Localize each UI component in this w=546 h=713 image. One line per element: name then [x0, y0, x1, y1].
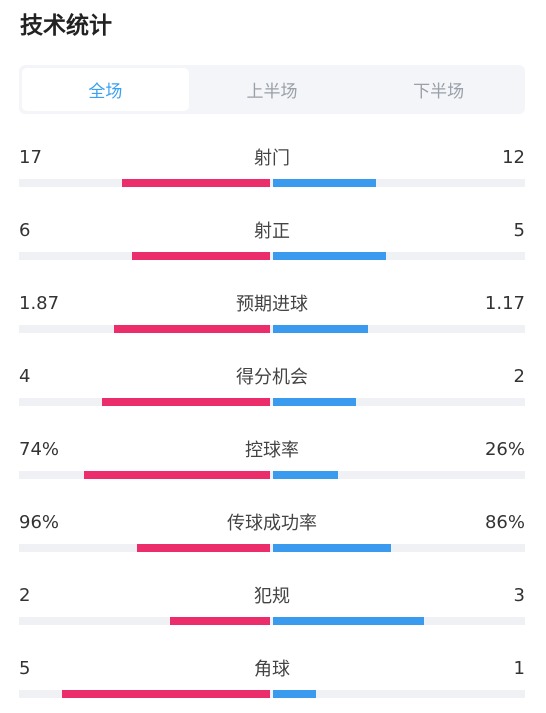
home-bar — [62, 690, 270, 698]
home-value: 17 — [19, 146, 42, 168]
away-bar — [273, 617, 424, 625]
away-value: 3 — [513, 584, 525, 606]
stat-bar-track — [19, 398, 525, 406]
home-value: 2 — [19, 584, 31, 606]
stat-row: 4 2 得分机会 — [19, 359, 525, 432]
period-tabs: 全场 上半场 下半场 — [19, 65, 525, 114]
home-value: 6 — [19, 219, 31, 241]
stat-bar-track — [19, 471, 525, 479]
away-bar — [273, 398, 356, 406]
tab-full-match[interactable]: 全场 — [22, 68, 189, 111]
stat-row: 6 5 射正 — [19, 213, 525, 286]
stat-bar-track — [19, 617, 525, 625]
away-bar — [273, 325, 368, 333]
home-bar — [137, 544, 270, 552]
page-title: 技术统计 — [20, 13, 112, 39]
stat-row: 5 1 角球 — [19, 651, 525, 713]
stat-bar-track — [19, 690, 525, 698]
tab-second-half[interactable]: 下半场 — [413, 82, 465, 102]
home-value: 5 — [19, 657, 31, 679]
home-bar — [84, 471, 270, 479]
home-value: 4 — [19, 365, 31, 387]
tab-first-half[interactable]: 上半场 — [246, 82, 298, 102]
away-bar — [273, 252, 386, 260]
away-value: 86% — [484, 511, 525, 533]
stat-bar-track — [19, 544, 525, 552]
stat-row: 96% 86% 传球成功率 — [19, 505, 525, 578]
stat-bar-track — [19, 325, 525, 333]
away-value: 26% — [484, 438, 525, 460]
home-bar — [114, 325, 270, 333]
stats-list: 17 12 射门 6 5 射正 1.87 1.17 预期进球 — [19, 140, 525, 713]
home-bar — [122, 179, 270, 187]
stat-bar-track — [19, 252, 525, 260]
home-bar — [170, 617, 270, 625]
home-value: 1.87 — [19, 292, 60, 314]
away-value: 5 — [513, 219, 525, 241]
away-bar — [273, 471, 338, 479]
away-value: 1.17 — [484, 292, 525, 314]
home-value: 96% — [19, 511, 60, 533]
away-value: 1 — [513, 657, 525, 679]
away-value: 2 — [513, 365, 525, 387]
stat-row: 74% 26% 控球率 — [19, 432, 525, 505]
home-value: 74% — [19, 438, 60, 460]
stat-row: 1.87 1.17 预期进球 — [19, 286, 525, 359]
stat-row: 17 12 射门 — [19, 140, 525, 213]
home-bar — [132, 252, 270, 260]
away-bar — [273, 544, 391, 552]
stat-row: 2 3 犯规 — [19, 578, 525, 651]
home-bar — [102, 398, 270, 406]
stat-bar-track — [19, 179, 525, 187]
away-bar — [273, 690, 316, 698]
away-bar — [273, 179, 376, 187]
away-value: 12 — [502, 146, 525, 168]
